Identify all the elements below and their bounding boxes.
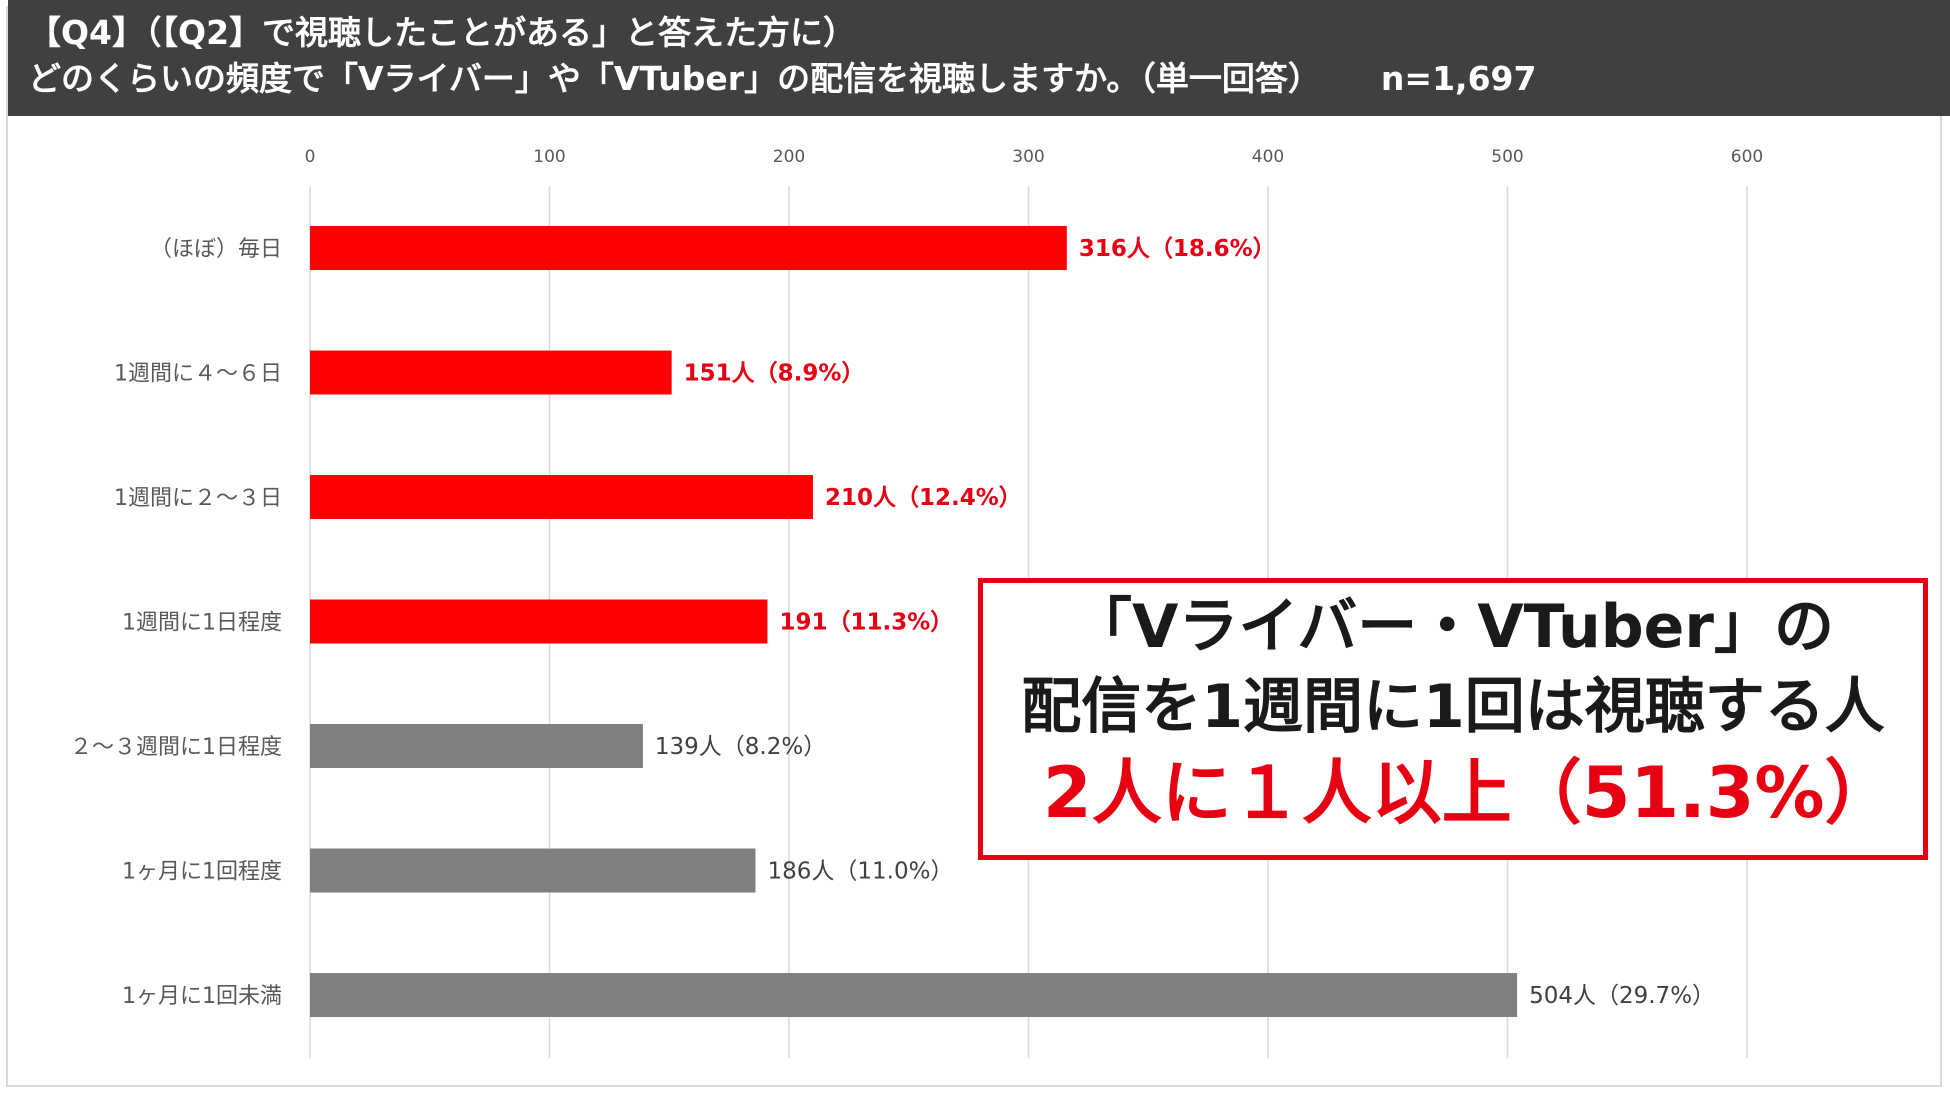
category-label: （ほぼ）毎日 (150, 237, 282, 262)
bar (310, 599, 768, 644)
header-banner: 【Q4】（【Q2】で視聴したことがある」と答えた方に） どのくらいの頻度で「Vラ… (8, 0, 1950, 116)
category-label: 1週間に２～３日 (114, 486, 282, 511)
data-label: 151人（8.9%） (684, 360, 865, 387)
x-tick-label: 300 (1012, 147, 1044, 167)
x-tick-label: 0 (305, 147, 316, 167)
question-subtitle: どのくらいの頻度で「Vライバー」や「VTuber」の配信を視聴しますか。（単一回… (28, 56, 1950, 102)
category-label: 1週間に1日程度 (122, 611, 282, 636)
bar (310, 973, 1518, 1017)
slide-frame (6, 6, 1942, 1087)
category-label: 1週間に４～６日 (114, 362, 282, 387)
category-label: 1ヶ月に1回程度 (122, 860, 282, 885)
bar (310, 226, 1067, 270)
question-title: 【Q4】（【Q2】で視聴したことがある」と答えた方に） (28, 13, 857, 52)
data-label: 504人（29.7%） (1529, 983, 1715, 1009)
x-tick-label: 100 (533, 147, 565, 167)
x-tick-label: 400 (1252, 147, 1284, 167)
data-label: 316人（18.6%） (1079, 235, 1276, 262)
callout-line-1: 「Vライバー・VTuber」の (1072, 592, 1834, 662)
bar (310, 724, 643, 768)
data-label: 210人（12.4%） (825, 484, 1022, 511)
data-label: 186人（11.0%） (767, 859, 953, 885)
category-label: 1ヶ月に1回未満 (122, 984, 282, 1009)
callout-box: 「Vライバー・VTuber」の 配信を1週間に1回は視聴する人 2人に１人以上（… (978, 578, 1928, 860)
bar (310, 475, 813, 519)
sample-size: n=1,697 (1380, 59, 1537, 98)
category-label: ２～３週間に1日程度 (70, 735, 282, 760)
x-tick-label: 600 (1731, 147, 1763, 167)
data-label: 191（11.3%） (779, 609, 953, 636)
callout-line-3: 2人に１人以上（51.3%） (1043, 752, 1895, 834)
question-text: どのくらいの頻度で「Vライバー」や「VTuber」の配信を視聴しますか。（単一回… (28, 59, 1321, 98)
x-tick-label: 200 (773, 147, 805, 167)
x-tick-label: 500 (1491, 147, 1523, 167)
callout-line-2: 配信を1週間に1回は視聴する人 (1021, 672, 1885, 742)
bar (310, 848, 756, 893)
data-label: 139人（8.2%） (655, 734, 826, 760)
bar (310, 350, 672, 395)
